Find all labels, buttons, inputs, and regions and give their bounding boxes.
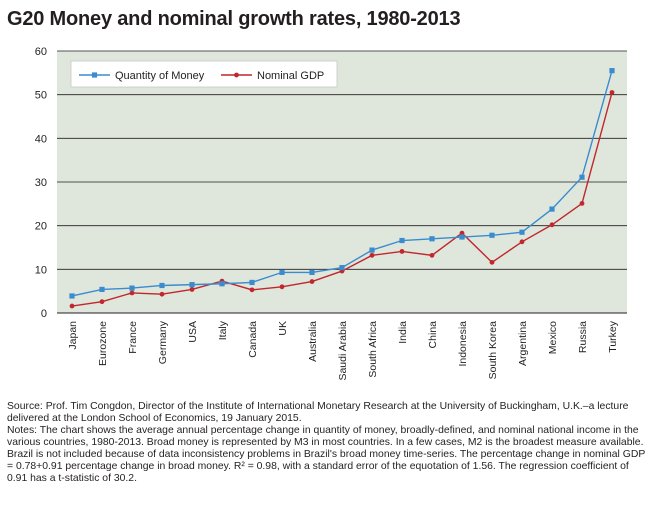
data-point-nominal-gdp bbox=[609, 90, 615, 95]
x-tick-label: Canada bbox=[247, 321, 259, 358]
x-tick-label: Saudi Arabia bbox=[337, 321, 349, 381]
data-point-nominal-gdp bbox=[399, 249, 405, 254]
data-point-nominal-gdp bbox=[279, 284, 285, 290]
y-tick-label: 0 bbox=[41, 308, 47, 320]
x-tick-label: Indonesia bbox=[457, 321, 469, 367]
data-point-nominal-gdp bbox=[69, 303, 75, 309]
chart-title: G20 Money and nominal growth rates, 1980… bbox=[7, 8, 461, 30]
y-tick-label: 30 bbox=[35, 177, 47, 189]
data-point-nominal-gdp bbox=[159, 291, 165, 297]
data-point-quantity-of-money bbox=[309, 269, 315, 275]
data-point-nominal-gdp bbox=[429, 252, 435, 258]
x-tick-label: South Africa bbox=[367, 321, 379, 378]
data-point-quantity-of-money bbox=[249, 279, 255, 286]
data-point-quantity-of-money bbox=[189, 282, 195, 288]
x-tick-label: India bbox=[397, 321, 409, 344]
y-axis-ticks: 0 10 20 30 40 50 60 bbox=[35, 46, 47, 320]
x-tick-label: Russia bbox=[577, 321, 589, 353]
x-tick-label: China bbox=[427, 321, 439, 349]
data-point-quantity-of-money bbox=[609, 68, 615, 74]
data-point-nominal-gdp bbox=[129, 290, 135, 296]
data-point-nominal-gdp bbox=[249, 287, 255, 293]
data-point-quantity-of-money bbox=[459, 234, 465, 240]
data-point-quantity-of-money bbox=[549, 206, 555, 212]
notes-text: Notes: The chart shows the average annua… bbox=[7, 425, 646, 484]
line-chart: 0 10 20 30 40 50 60 Japan Eurozone France Germany… bbox=[35, 46, 627, 381]
x-tick-label: Mexico bbox=[547, 321, 559, 354]
data-point-quantity-of-money bbox=[429, 236, 435, 242]
data-point-quantity-of-money bbox=[369, 247, 375, 253]
data-point-quantity-of-money bbox=[339, 264, 345, 271]
legend-marker-quantity-of-money bbox=[91, 72, 98, 78]
x-tick-label: Germany bbox=[157, 320, 169, 364]
y-tick-label: 60 bbox=[35, 46, 47, 58]
data-point-nominal-gdp bbox=[459, 230, 465, 236]
data-point-quantity-of-money bbox=[399, 237, 405, 244]
x-tick-label: Eurozone bbox=[97, 321, 109, 366]
legend-label-nominal-gdp: Nominal GDP bbox=[257, 70, 324, 82]
x-tick-label: South Korea bbox=[487, 321, 499, 380]
x-tick-label: Italy bbox=[217, 320, 229, 340]
series-group bbox=[69, 68, 615, 309]
y-tick-label: 50 bbox=[35, 90, 47, 102]
data-point-quantity-of-money bbox=[69, 293, 75, 299]
y-tick-label: 10 bbox=[35, 264, 47, 276]
data-point-quantity-of-money bbox=[489, 232, 495, 238]
data-point-quantity-of-money bbox=[279, 269, 285, 275]
data-point-nominal-gdp bbox=[489, 259, 495, 265]
y-tick-label: 40 bbox=[35, 133, 47, 145]
data-point-quantity-of-money bbox=[579, 174, 585, 180]
data-point-nominal-gdp bbox=[99, 299, 105, 305]
legend-label-quantity-of-money: Quantity of Money bbox=[115, 70, 205, 82]
data-point-quantity-of-money bbox=[159, 282, 165, 289]
legend-marker-nominal-gdp bbox=[234, 72, 239, 78]
x-tick-label: Turkey bbox=[607, 320, 619, 352]
x-tick-label: France bbox=[127, 321, 139, 354]
x-tick-label: Australia bbox=[307, 321, 319, 362]
x-tick-label: UK bbox=[277, 321, 289, 336]
data-point-nominal-gdp bbox=[309, 279, 315, 284]
x-tick-label: Japan bbox=[67, 321, 79, 350]
data-point-quantity-of-money bbox=[99, 286, 105, 293]
data-point-nominal-gdp bbox=[369, 252, 375, 258]
data-point-nominal-gdp bbox=[519, 239, 525, 245]
legend: Quantity of Money Nominal GDP bbox=[70, 60, 338, 88]
x-tick-label: USA bbox=[187, 321, 199, 343]
data-point-nominal-gdp bbox=[549, 222, 555, 228]
data-point-quantity-of-money bbox=[519, 229, 525, 235]
x-axis-ticks: Japan Eurozone France Germany USA Italy Canada… bbox=[67, 320, 619, 380]
source-note: Source: Prof. Tim Congdon, Director of t… bbox=[7, 401, 629, 424]
data-point-quantity-of-money bbox=[219, 281, 225, 287]
y-tick-label: 20 bbox=[35, 221, 47, 233]
data-point-nominal-gdp bbox=[189, 287, 195, 292]
data-point-quantity-of-money bbox=[129, 285, 135, 291]
chart-notes: Source: Prof. Tim Congdon, Director of t… bbox=[7, 401, 647, 485]
legend-box bbox=[70, 60, 338, 88]
x-tick-label: Argentina bbox=[517, 321, 529, 366]
data-point-nominal-gdp bbox=[579, 200, 585, 206]
